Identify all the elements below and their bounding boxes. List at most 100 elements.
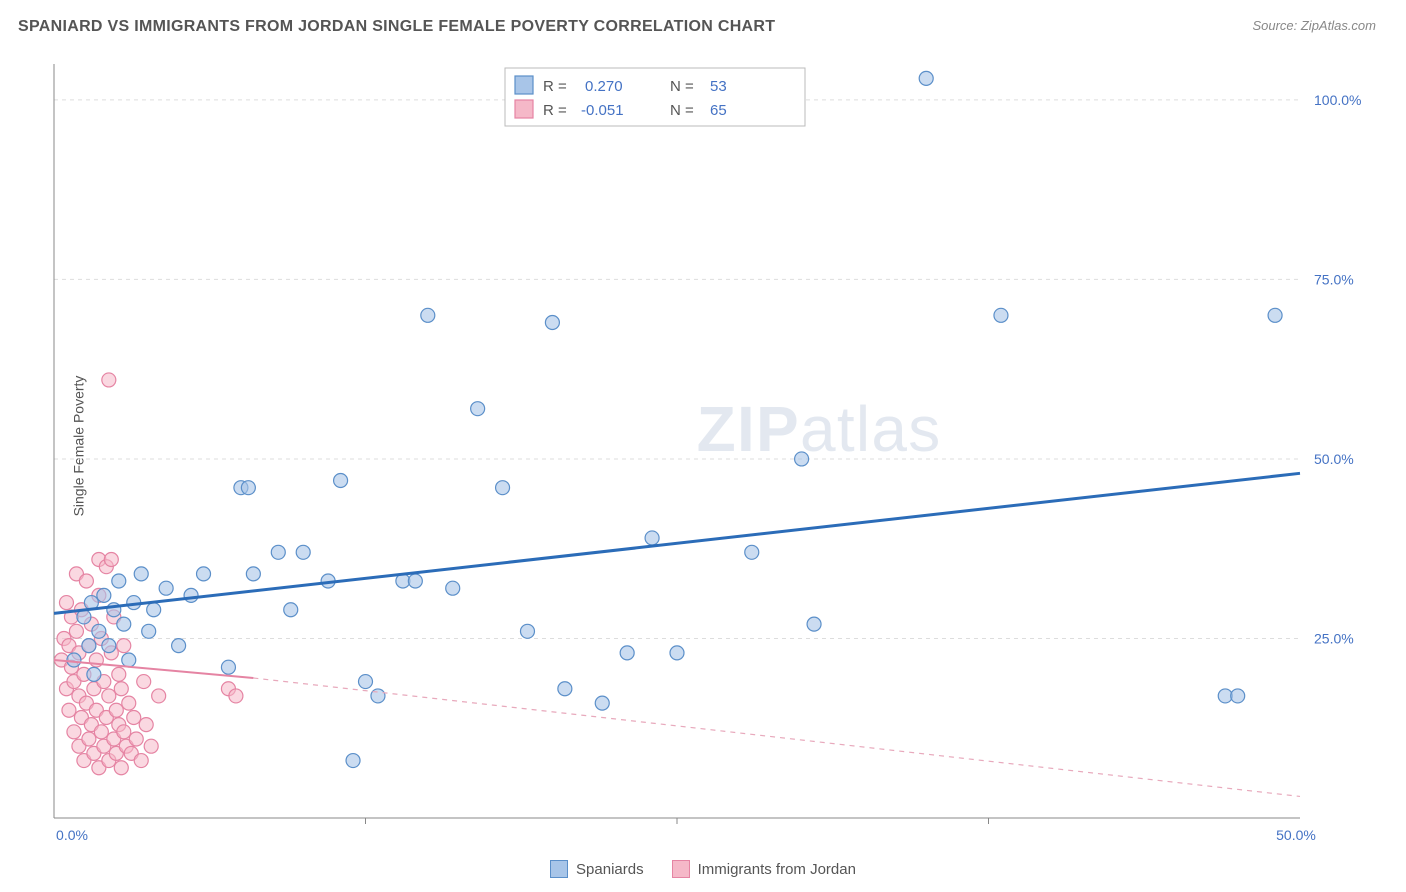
data-point-blue [241,481,255,495]
source-prefix: Source: [1252,18,1300,33]
data-point-blue [994,308,1008,322]
stats-n-pink: 65 [710,102,727,119]
legend-item-spaniards: Spaniards [550,860,644,878]
chart-svg: 25.0% 50.0% 75.0% 100.0% 0.0% 50.0% ZIPatlas R … [50,60,1376,842]
stats-n-blue: 53 [710,78,727,95]
data-point-blue [359,675,373,689]
data-point-pink [122,696,136,710]
data-point-pink [104,552,118,566]
data-point-blue [334,473,348,487]
data-point-blue [645,531,659,545]
data-point-blue [545,316,559,330]
data-point-blue [122,653,136,667]
legend-swatch-pink [672,860,690,878]
data-point-blue [117,617,131,631]
data-point-pink [59,596,73,610]
data-point-blue [184,588,198,602]
data-point-blue [87,667,101,681]
data-point-blue [520,624,534,638]
y-tick-label: 50.0% [1314,451,1354,467]
legend: Spaniards Immigrants from Jordan [0,860,1406,878]
data-point-pink [117,639,131,653]
data-point-blue [620,646,634,660]
data-point-pink [69,624,83,638]
data-point-blue [142,624,156,638]
data-point-pink [94,725,108,739]
scatter-chart: 25.0% 50.0% 75.0% 100.0% 0.0% 50.0% ZIPatlas R … [50,60,1376,842]
y-tick-label: 25.0% [1314,630,1354,646]
data-point-blue [745,545,759,559]
data-point-blue [807,617,821,631]
data-point-blue [595,696,609,710]
data-point-pink [67,725,81,739]
legend-swatch-blue [550,860,568,878]
data-point-pink [152,689,166,703]
y-tick-label: 100.0% [1314,92,1361,108]
x-tick-label: 50.0% [1276,827,1316,842]
data-point-blue [421,308,435,322]
data-point-pink [109,703,123,717]
chart-title: SPANIARD VS IMMIGRANTS FROM JORDAN SINGL… [18,18,775,36]
x-tick-label: 0.0% [56,827,88,842]
data-point-blue [134,567,148,581]
data-point-blue [446,581,460,595]
legend-label-blue: Spaniards [576,861,644,878]
watermark: ZIPatlas [697,393,942,465]
source-name: ZipAtlas.com [1301,18,1376,33]
data-point-pink [139,718,153,732]
data-point-blue [112,574,126,588]
chart-header: SPANIARD VS IMMIGRANTS FROM JORDAN SINGL… [0,0,1406,44]
data-point-pink [134,754,148,768]
data-point-blue [159,581,173,595]
data-point-blue [296,545,310,559]
data-point-blue [246,567,260,581]
data-point-blue [1231,689,1245,703]
data-point-blue [271,545,285,559]
data-point-blue [82,639,96,653]
data-point-pink [112,667,126,681]
stats-n-label: N = [670,78,694,95]
data-point-blue [558,682,572,696]
data-point-blue [496,481,510,495]
data-point-blue [197,567,211,581]
stats-r-label-2: R = [543,102,567,119]
data-point-pink [114,761,128,775]
data-point-pink [229,689,243,703]
stats-swatch-blue [515,76,533,94]
legend-label-pink: Immigrants from Jordan [698,861,856,878]
data-point-blue [221,660,235,674]
data-point-blue [102,639,116,653]
stats-r-blue: 0.270 [585,78,623,95]
data-point-pink [129,732,143,746]
source-attribution: Source: ZipAtlas.com [1252,18,1376,33]
data-point-pink [102,373,116,387]
data-point-blue [97,588,111,602]
data-point-pink [79,574,93,588]
legend-item-jordan: Immigrants from Jordan [672,860,856,878]
data-point-pink [114,682,128,696]
data-point-blue [284,603,298,617]
data-point-blue [919,71,933,85]
stats-swatch-pink [515,100,533,118]
data-point-blue [67,653,81,667]
data-point-blue [346,754,360,768]
data-point-pink [102,689,116,703]
data-point-blue [172,639,186,653]
data-point-pink [144,739,158,753]
data-point-blue [147,603,161,617]
data-point-pink [62,703,76,717]
data-point-pink [127,710,141,724]
data-point-pink [137,675,151,689]
data-point-pink [117,725,131,739]
stats-n-label-2: N = [670,102,694,119]
data-point-blue [408,574,422,588]
trendline-pink-dashed [253,678,1300,796]
data-point-blue [92,624,106,638]
data-point-blue [1268,308,1282,322]
data-point-blue [471,402,485,416]
data-point-blue [795,452,809,466]
data-point-pink [82,732,96,746]
y-tick-label: 75.0% [1314,271,1354,287]
stats-r-label: R = [543,78,567,95]
data-point-blue [670,646,684,660]
